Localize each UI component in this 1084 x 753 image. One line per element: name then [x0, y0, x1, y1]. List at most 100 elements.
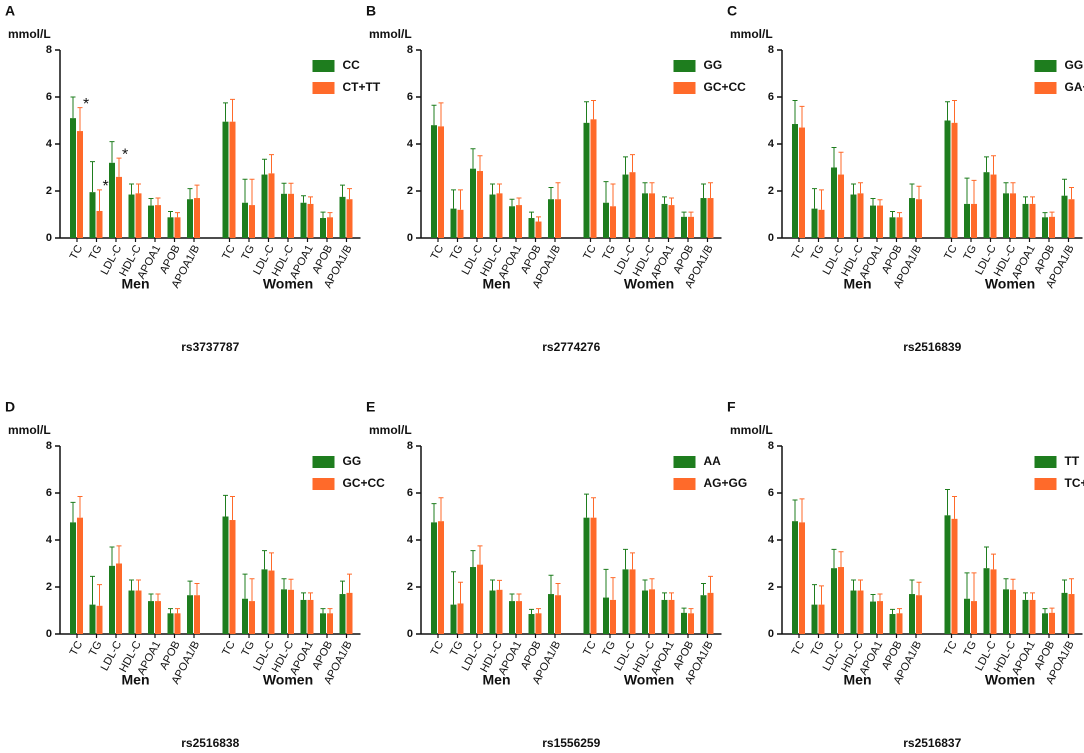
bar	[77, 517, 83, 634]
error-bar	[490, 183, 495, 195]
bar	[590, 119, 597, 238]
bar	[135, 193, 142, 238]
bar	[327, 613, 333, 634]
bar	[516, 205, 522, 238]
bar	[896, 613, 903, 634]
panel-label: D	[5, 399, 15, 415]
bar	[688, 613, 694, 634]
error-bar	[70, 96, 76, 119]
error-bar	[155, 593, 161, 602]
y-tick-label: 4	[46, 534, 53, 546]
error-bar	[148, 593, 154, 602]
bar	[528, 614, 535, 634]
legend-swatch	[673, 60, 696, 72]
bar	[1049, 216, 1055, 238]
bar	[583, 122, 590, 238]
error-bar	[70, 501, 76, 523]
bar	[70, 118, 76, 238]
bar	[450, 208, 457, 238]
error-bar	[242, 573, 248, 599]
bar	[688, 216, 694, 238]
error-bar	[662, 592, 667, 600]
y-tick-label: 8	[768, 440, 774, 452]
panel-label: E	[366, 399, 375, 415]
error-bar	[497, 579, 502, 590]
bar	[877, 205, 883, 238]
bar	[148, 205, 154, 238]
legend-label: GG	[1065, 58, 1084, 72]
x-tick-label: TG	[239, 639, 257, 658]
x-tick-label: TG	[239, 243, 257, 262]
bar	[661, 599, 668, 634]
error-bar	[548, 186, 554, 200]
legend-label: TC+CC	[1065, 476, 1084, 490]
error-bar	[470, 148, 476, 169]
bar	[700, 198, 707, 238]
error-bar	[642, 579, 648, 591]
error-bar	[623, 548, 628, 570]
bar	[603, 597, 609, 634]
error-bar	[458, 189, 463, 210]
error-bar	[858, 182, 863, 194]
bar	[668, 599, 675, 634]
bar	[909, 594, 915, 634]
error-bar	[909, 183, 915, 199]
bar	[990, 569, 997, 634]
error-bar	[799, 105, 805, 128]
bar	[909, 198, 915, 238]
error-bar	[945, 101, 950, 121]
bar	[622, 174, 629, 238]
error-bar	[340, 580, 345, 595]
error-bar	[288, 182, 294, 194]
legend-label: GC+CC	[704, 80, 747, 94]
bar	[268, 570, 275, 634]
error-bar	[701, 183, 706, 199]
error-bar	[819, 189, 824, 210]
x-tick-label: TG	[87, 639, 105, 658]
error-bar	[155, 197, 161, 206]
bar	[1061, 592, 1068, 634]
bar	[89, 604, 96, 634]
error-bar	[109, 546, 115, 566]
x-tick-label: TC	[581, 243, 599, 262]
x-tick-label: TG	[809, 639, 827, 658]
y-tick-label: 6	[768, 91, 774, 103]
x-tick-label: TG	[448, 243, 466, 262]
error-bar	[584, 493, 589, 518]
error-bar	[623, 156, 628, 175]
bar	[109, 162, 115, 238]
y-axis-label: mmol/L	[730, 27, 773, 41]
bar	[603, 202, 609, 238]
bar	[438, 521, 444, 634]
bar	[555, 595, 561, 634]
bar	[470, 168, 476, 238]
bar	[187, 199, 193, 238]
bar	[944, 120, 951, 238]
x-tick-label: TG	[961, 243, 979, 262]
error-bar	[890, 608, 895, 615]
error-bar	[591, 497, 596, 518]
error-bar	[591, 100, 596, 120]
error-bar	[1003, 578, 1009, 590]
y-axis-label: mmol/L	[369, 27, 412, 41]
bar	[109, 565, 115, 634]
error-bar	[870, 198, 876, 206]
error-bar	[870, 594, 876, 602]
bar	[668, 205, 675, 238]
x-tick-label: TC	[429, 243, 447, 262]
bar	[1029, 203, 1036, 238]
error-bar	[129, 183, 134, 195]
error-bar	[1030, 196, 1035, 204]
y-tick-label: 2	[768, 581, 774, 593]
legend-swatch	[312, 60, 335, 72]
error-bar	[249, 178, 255, 206]
y-tick-label: 6	[46, 487, 52, 499]
bar	[281, 193, 287, 238]
y-tick-label: 6	[768, 487, 774, 499]
bar	[194, 595, 200, 634]
error-bar	[991, 553, 996, 570]
error-bar	[320, 211, 326, 219]
bar	[850, 590, 857, 634]
